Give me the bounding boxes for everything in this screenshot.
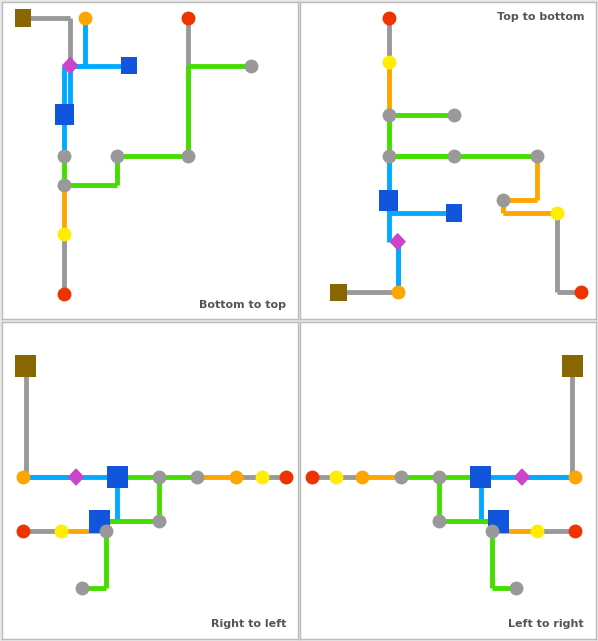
FancyBboxPatch shape xyxy=(379,190,398,211)
Polygon shape xyxy=(390,234,405,249)
FancyBboxPatch shape xyxy=(107,466,128,488)
Text: Right to left: Right to left xyxy=(210,619,286,629)
Point xyxy=(59,151,69,161)
Point xyxy=(281,472,291,482)
Point xyxy=(358,472,367,482)
FancyBboxPatch shape xyxy=(16,355,36,377)
FancyBboxPatch shape xyxy=(446,204,462,222)
Point xyxy=(331,472,340,482)
Point xyxy=(80,13,90,23)
Point xyxy=(434,472,444,482)
Point xyxy=(449,110,459,120)
Polygon shape xyxy=(514,469,529,485)
FancyBboxPatch shape xyxy=(121,57,138,74)
Point xyxy=(56,526,66,536)
Point xyxy=(101,526,111,536)
Point xyxy=(384,13,393,23)
FancyBboxPatch shape xyxy=(562,355,582,377)
FancyBboxPatch shape xyxy=(488,510,509,533)
Point xyxy=(532,526,542,536)
Point xyxy=(307,472,317,482)
Point xyxy=(511,583,521,594)
FancyBboxPatch shape xyxy=(15,9,31,27)
Point xyxy=(231,472,240,482)
Point xyxy=(184,151,193,161)
Point xyxy=(18,526,28,536)
Point xyxy=(449,151,459,161)
Point xyxy=(59,229,69,239)
Point xyxy=(396,472,405,482)
Point xyxy=(393,287,402,297)
Polygon shape xyxy=(63,58,78,74)
Point xyxy=(184,13,193,23)
Point xyxy=(59,289,69,299)
Point xyxy=(434,517,444,527)
Text: Left to right: Left to right xyxy=(508,619,584,629)
Polygon shape xyxy=(69,469,84,485)
Point xyxy=(154,517,164,527)
Point xyxy=(570,526,580,536)
FancyBboxPatch shape xyxy=(330,284,347,301)
Point xyxy=(154,472,164,482)
Point xyxy=(18,472,28,482)
Point xyxy=(193,472,202,482)
Point xyxy=(576,287,586,297)
Point xyxy=(384,151,393,161)
Point xyxy=(570,472,580,482)
Point xyxy=(112,151,122,161)
Text: Bottom to top: Bottom to top xyxy=(199,300,286,310)
Point xyxy=(59,179,69,190)
Point xyxy=(498,196,508,206)
Text: Top to bottom: Top to bottom xyxy=(496,12,584,22)
Point xyxy=(384,110,393,120)
Point xyxy=(532,151,542,161)
Point xyxy=(258,472,267,482)
Point xyxy=(553,208,562,219)
Point xyxy=(384,57,393,67)
FancyBboxPatch shape xyxy=(54,104,74,125)
Point xyxy=(246,60,255,71)
FancyBboxPatch shape xyxy=(89,510,110,533)
FancyBboxPatch shape xyxy=(470,466,491,488)
Point xyxy=(77,583,87,594)
Point xyxy=(487,526,497,536)
